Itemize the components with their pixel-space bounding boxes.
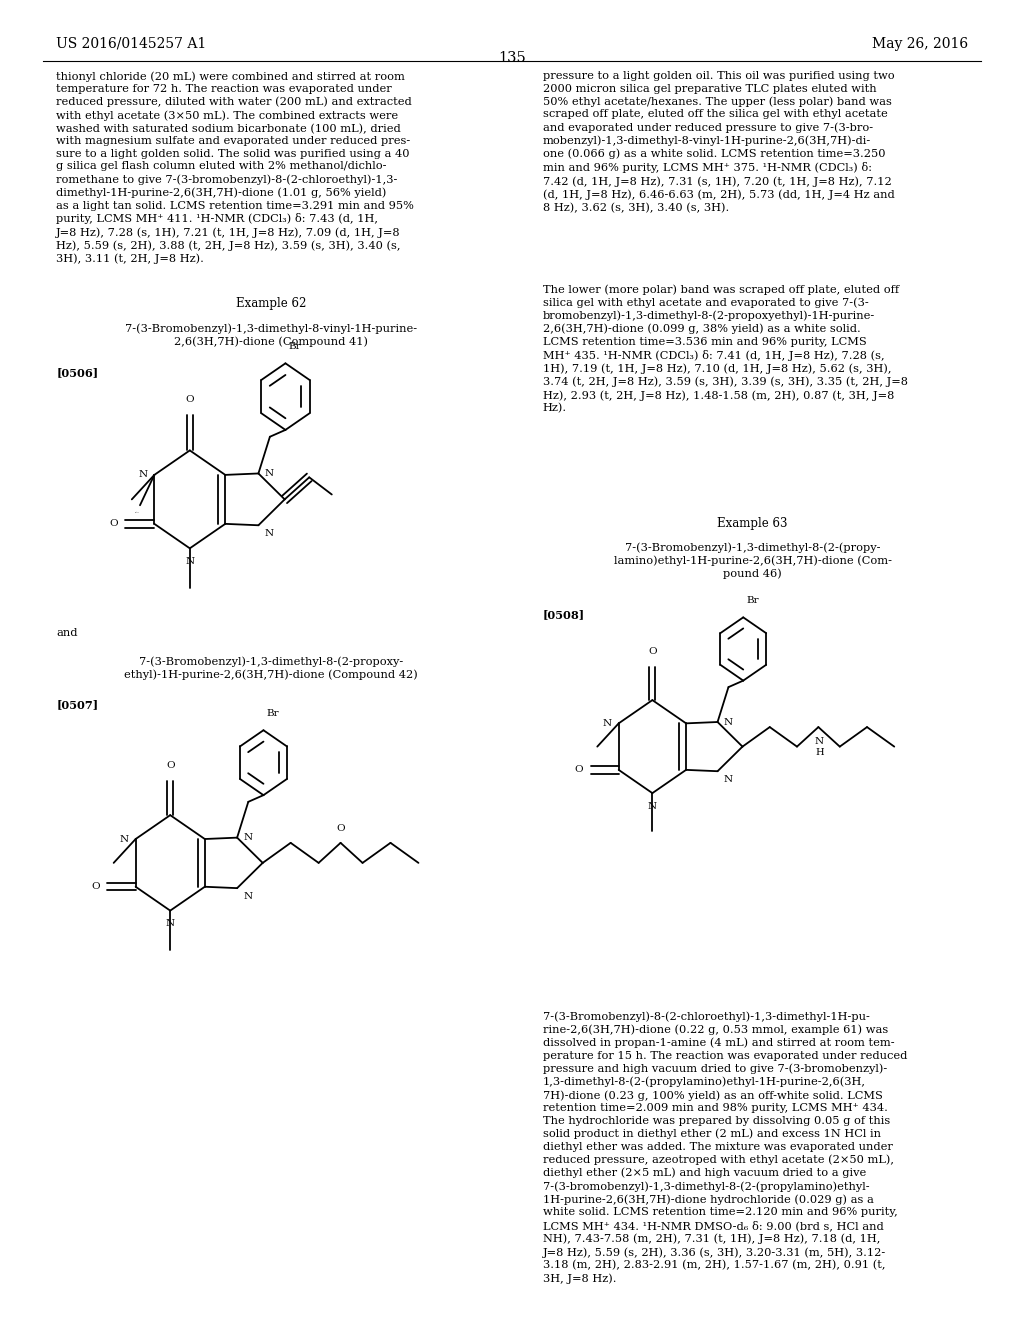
Text: [0508]: [0508]	[543, 610, 585, 620]
Text: N: N	[815, 737, 824, 746]
Text: 7-(3-Bromobenzyl)-1,3-dimethyl-8-(2-(propy-
lamino)ethyl-1H-purine-2,6(3H,7H)-di: 7-(3-Bromobenzyl)-1,3-dimethyl-8-(2-(pro…	[613, 543, 892, 579]
Text: O: O	[166, 760, 174, 770]
Text: N: N	[648, 801, 657, 810]
Text: O: O	[648, 647, 656, 656]
Text: N: N	[264, 529, 273, 539]
Text: H: H	[815, 748, 823, 756]
Text: pressure to a light golden oil. This oil was purified using two
2000 micron sili: pressure to a light golden oil. This oil…	[543, 71, 895, 213]
Text: 7-(3-Bromobenzyl)-8-(2-chloroethyl)-1,3-dimethyl-1H-pu-
rine-2,6(3H,7H)-dione (0: 7-(3-Bromobenzyl)-8-(2-chloroethyl)-1,3-…	[543, 1011, 907, 1284]
Text: N: N	[166, 919, 175, 928]
Text: N: N	[185, 557, 195, 566]
Text: N: N	[138, 470, 147, 479]
Text: O: O	[109, 519, 118, 528]
Text: N: N	[244, 892, 252, 900]
Text: and: and	[56, 628, 78, 638]
Text: US 2016/0145257 A1: US 2016/0145257 A1	[56, 37, 207, 50]
Text: N: N	[602, 719, 611, 727]
Text: N: N	[120, 834, 128, 843]
Text: O: O	[185, 395, 195, 404]
Text: Br: Br	[289, 342, 301, 351]
Text: May 26, 2016: May 26, 2016	[871, 37, 968, 50]
Text: methyl: methyl	[134, 511, 139, 513]
Text: Example 63: Example 63	[718, 516, 787, 529]
Text: 7-(3-Bromobenzyl)-1,3-dimethyl-8-vinyl-1H-purine-
2,6(3H,7H)-dione (Compound 41): 7-(3-Bromobenzyl)-1,3-dimethyl-8-vinyl-1…	[125, 323, 418, 347]
Text: O: O	[574, 766, 584, 775]
Text: [0507]: [0507]	[56, 698, 98, 710]
Text: 135: 135	[498, 51, 526, 66]
Text: thionyl chloride (20 mL) were combined and stirred at room
temperature for 72 h.: thionyl chloride (20 mL) were combined a…	[56, 71, 414, 264]
Text: [0506]: [0506]	[56, 367, 98, 379]
Text: O: O	[91, 882, 99, 891]
Text: Br: Br	[266, 709, 280, 718]
Text: N: N	[264, 469, 273, 478]
Text: Example 62: Example 62	[237, 297, 306, 310]
Text: Br: Br	[746, 597, 759, 605]
Text: 7-(3-Bromobenzyl)-1,3-dimethyl-8-(2-propoxy-
ethyl)-1H-purine-2,6(3H,7H)-dione (: 7-(3-Bromobenzyl)-1,3-dimethyl-8-(2-prop…	[125, 656, 418, 680]
Text: O: O	[336, 824, 345, 833]
Text: N: N	[724, 718, 733, 726]
Text: N: N	[724, 775, 733, 784]
Text: The lower (more polar) band was scraped off plate, eluted off
silica gel with et: The lower (more polar) band was scraped …	[543, 284, 907, 413]
Text: N: N	[244, 833, 252, 842]
